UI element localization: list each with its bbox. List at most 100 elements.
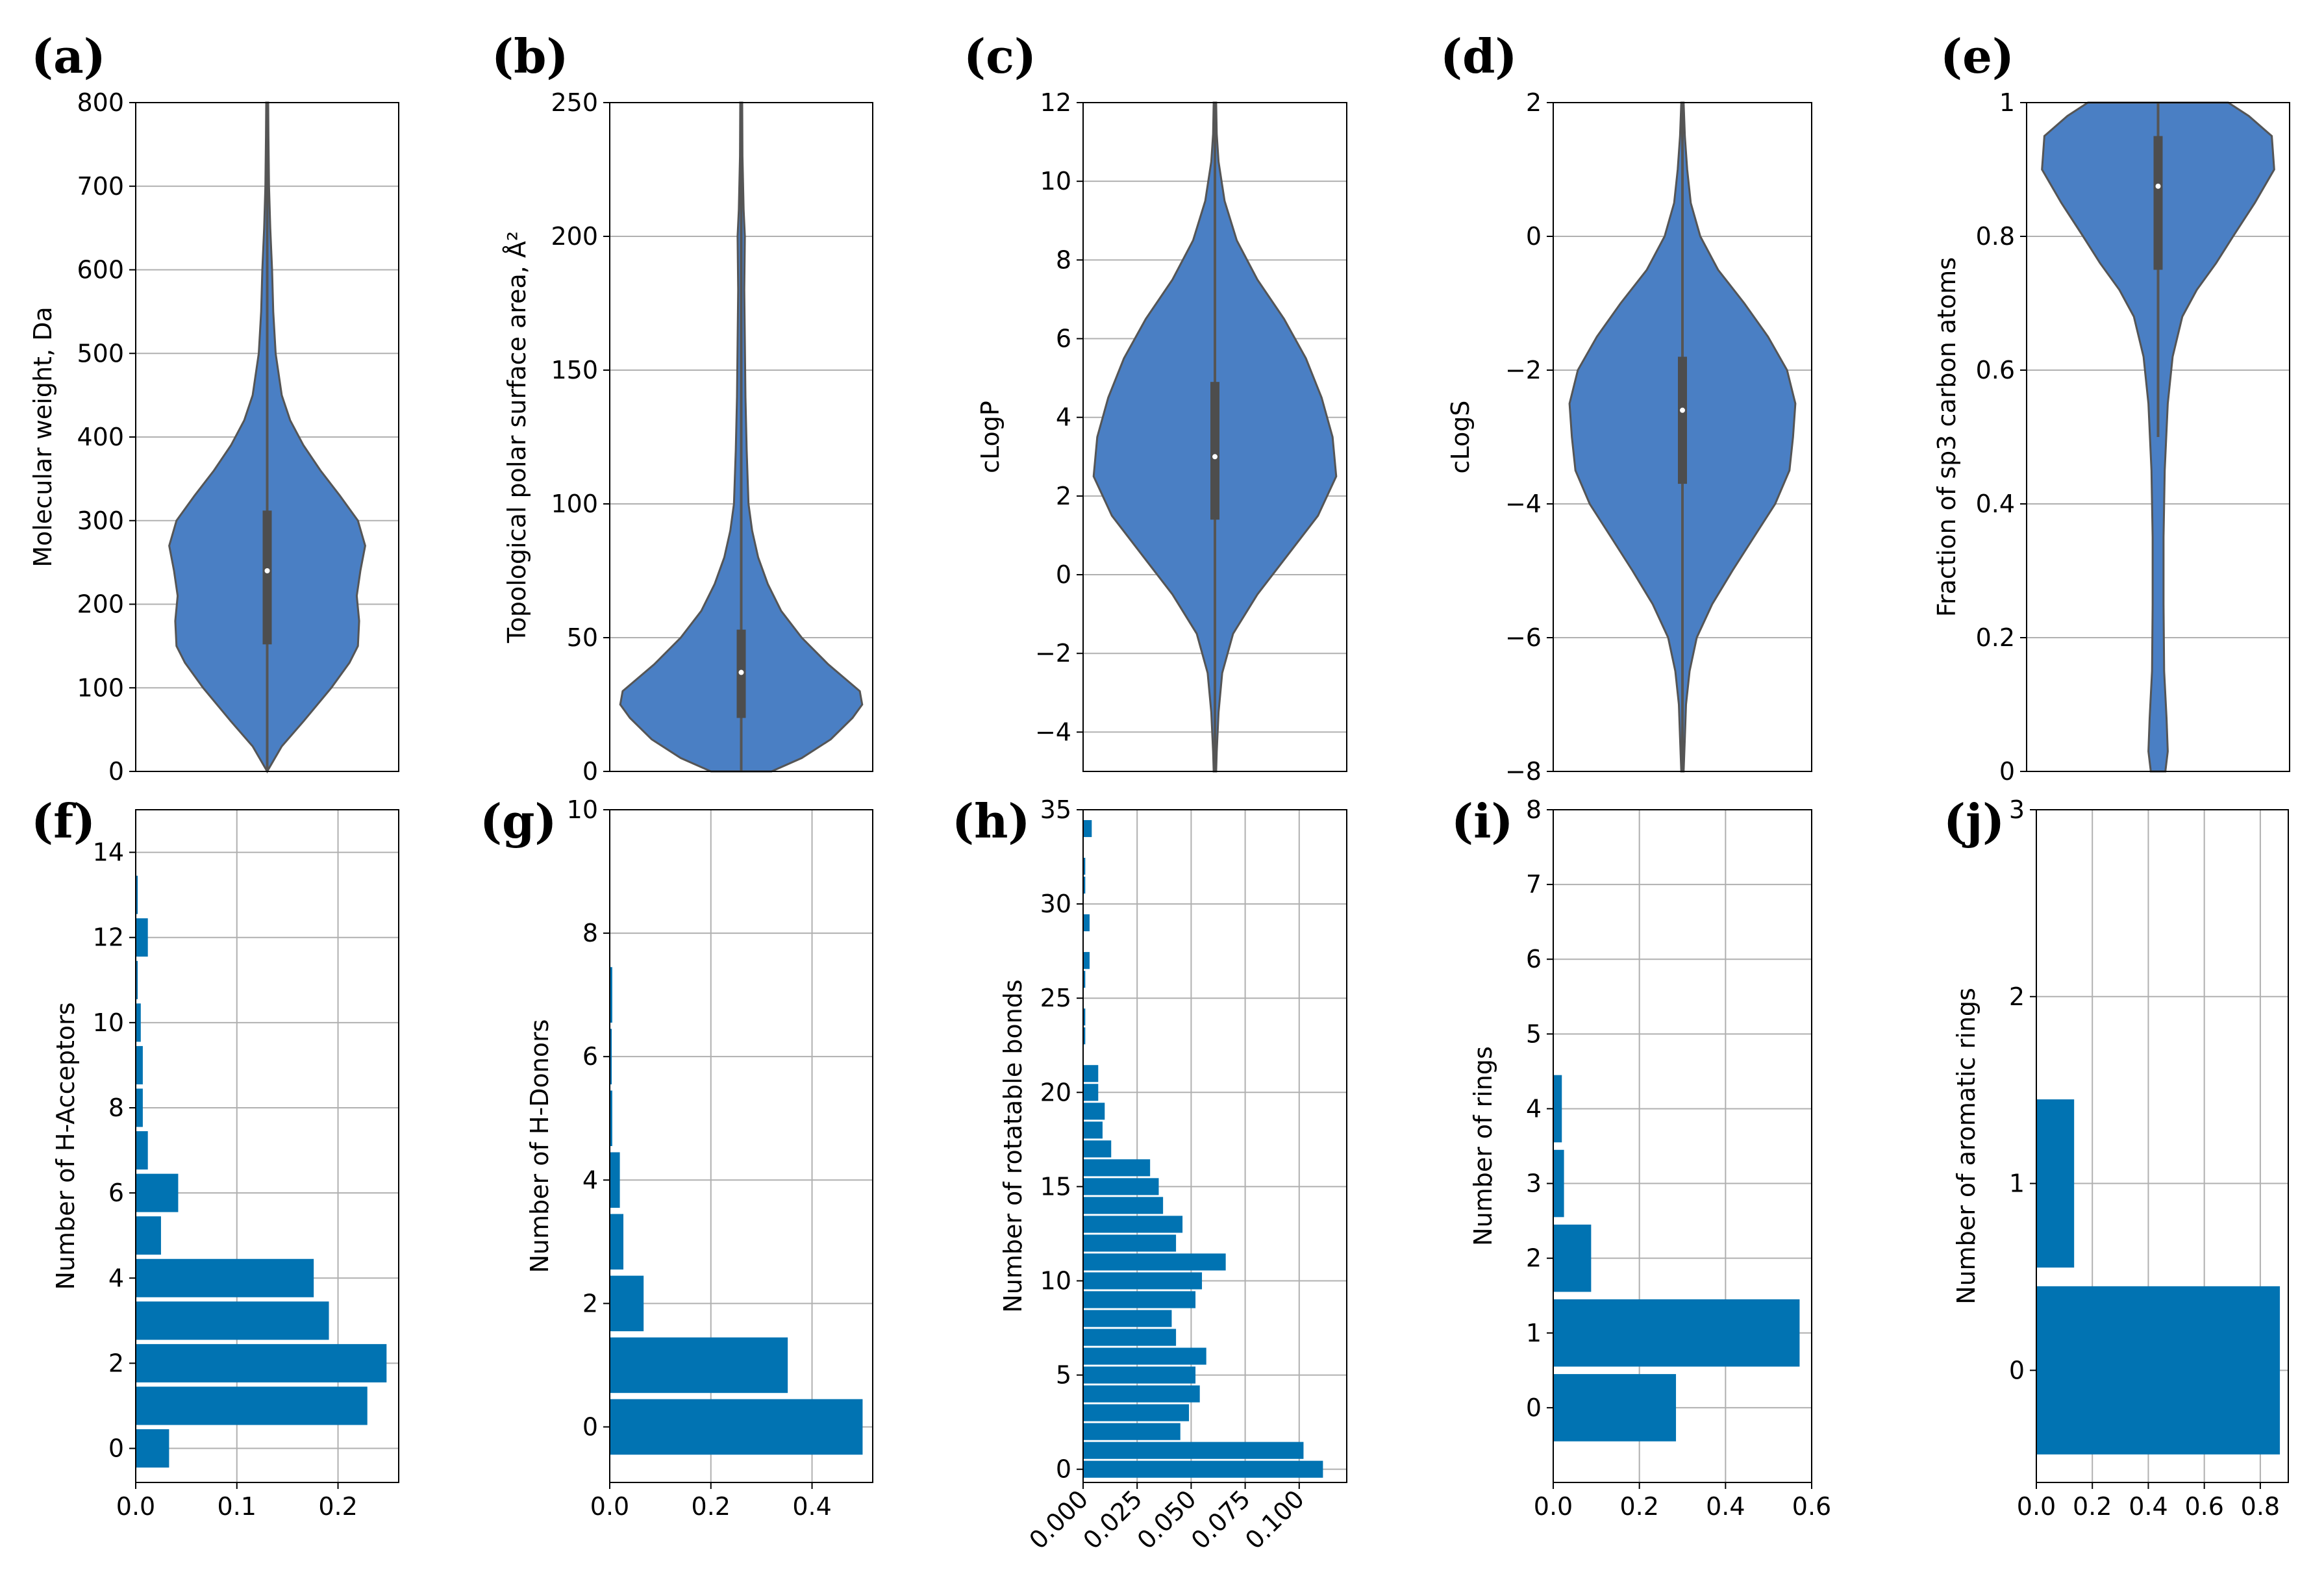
panel-d: (d) −8 −6 −4 −2 0 2 cLogS	[1440, 29, 1812, 786]
x-tick-label: 0.0	[1534, 1492, 1573, 1521]
bar	[2036, 1099, 2075, 1268]
y-tick-label: 0	[108, 757, 124, 786]
y-tick-label: 300	[77, 506, 124, 535]
bar	[136, 1258, 314, 1297]
bar	[610, 1337, 788, 1393]
bar	[1083, 1008, 1086, 1026]
y-tick-label: 0.4	[1976, 490, 2015, 518]
y-tick-label: 150	[551, 356, 598, 384]
plot-frame	[135, 102, 399, 772]
y-tick-label: 8	[1526, 795, 1542, 824]
y-tick-label: 2	[1526, 88, 1542, 117]
plot-frame	[1082, 809, 1347, 1483]
x-tick-label: 0.2	[318, 1492, 357, 1521]
panel-label: (b)	[492, 29, 568, 84]
x-tick-label: 0.8	[2241, 1492, 2280, 1521]
x-tick-label: 0.025	[1078, 1484, 1148, 1555]
bar	[136, 1088, 143, 1127]
violin-iqr-box	[1210, 382, 1219, 520]
y-tick-label: 50	[567, 623, 598, 652]
plot-frame	[1553, 102, 1812, 772]
bar	[1083, 1310, 1172, 1327]
bar	[1083, 1347, 1206, 1365]
bar	[136, 1429, 169, 1468]
y-tick-label: 35	[1040, 795, 1071, 824]
violin-iqr-box	[262, 510, 272, 645]
bar	[1083, 1027, 1086, 1045]
bar	[1083, 952, 1090, 969]
y-tick-label: −8	[1505, 757, 1542, 786]
plot-frame	[1553, 809, 1812, 1483]
bar	[136, 1216, 161, 1255]
y-tick-label: 12	[1040, 88, 1071, 117]
bar	[2036, 1286, 2280, 1455]
y-tick-label: 200	[77, 590, 124, 619]
y-tick-label: 20	[1040, 1078, 1071, 1106]
y-tick-label: 12	[93, 923, 124, 952]
panel-label: (c)	[964, 29, 1036, 84]
violin-iqr-box	[1678, 356, 1687, 484]
panel-label: (h)	[952, 794, 1030, 849]
panel-label: (a)	[31, 29, 106, 84]
y-tick-label: 2	[108, 1349, 124, 1377]
y-tick-label: 2	[2009, 982, 2025, 1011]
violin-median	[2155, 183, 2161, 189]
panel-a: (a) 0 100 200 300 400 500 600 700 800 Molecular we…	[29, 29, 399, 786]
y-tick-label: −2	[1035, 639, 1071, 668]
bar	[1553, 1224, 1592, 1292]
x-tick-label: 0.000	[1023, 1484, 1093, 1555]
y-tick-label: 250	[551, 88, 598, 117]
bar	[136, 960, 138, 999]
y-tick-label: 10	[1040, 167, 1071, 195]
y-tick-label: 4	[108, 1264, 124, 1292]
panel-b: (b) 0 50 100 150 200 250 Topological polar surf…	[492, 29, 873, 786]
y-tick-label: 5	[1056, 1361, 1071, 1390]
y-tick-label: 10	[567, 795, 598, 824]
y-tick-label: −4	[1035, 718, 1071, 746]
y-tick-label: −6	[1505, 623, 1542, 652]
y-tick-label: 600	[77, 256, 124, 284]
bar	[1083, 1460, 1323, 1478]
y-tick-label: −2	[1505, 356, 1542, 384]
panel-j: (j) 0 1 2 3 Number of aromatic rings 0.0 0.2 0.4…	[1943, 794, 2289, 1521]
bar	[1083, 877, 1086, 894]
panel-label: (i)	[1451, 794, 1513, 849]
plot-frame	[2026, 102, 2290, 772]
bar	[1083, 1121, 1103, 1139]
bar	[1083, 1140, 1112, 1158]
bar	[1083, 1065, 1099, 1082]
y-tick-label: −4	[1505, 490, 1542, 518]
y-tick-label: 15	[1040, 1172, 1071, 1201]
x-tick-label: 0.2	[1619, 1492, 1658, 1521]
y-axis-label: Number of aromatic rings	[1952, 988, 1980, 1305]
y-tick-label: 100	[77, 673, 124, 702]
panel-label: (e)	[1940, 29, 2014, 84]
panel-f: (f) 0 2 4 6 8 10 12 14 Number of H-Acceptors 0.0 0.…	[31, 794, 399, 1521]
y-tick-label: 7	[1526, 870, 1542, 899]
x-tick-label: 0.0	[2017, 1492, 2056, 1521]
panel-g: (g) 0 2 4 6 8 10 Number of H-Donors 0.0 0.2 0.4	[480, 794, 873, 1521]
y-tick-label: 8	[582, 919, 598, 947]
bar	[1083, 1216, 1183, 1233]
bar	[1083, 1234, 1177, 1252]
y-tick-label: 4	[1526, 1094, 1542, 1123]
x-tick-label: 0.050	[1132, 1484, 1202, 1555]
bar	[1083, 971, 1086, 988]
bar	[136, 1045, 143, 1084]
y-axis-label: Fraction of sp3 carbon atoms	[1932, 257, 1961, 617]
y-tick-label: 0.8	[1976, 222, 2015, 251]
y-tick-label: 0.2	[1976, 623, 2015, 652]
y-tick-label: 400	[77, 423, 124, 451]
panel-label: (g)	[480, 794, 556, 849]
bar	[1083, 914, 1090, 932]
y-tick-label: 10	[1040, 1266, 1071, 1295]
y-tick-label: 0	[1056, 560, 1071, 589]
bar	[610, 1152, 620, 1208]
x-tick-label: 0.6	[2184, 1492, 2223, 1521]
x-tick-label: 0.1	[218, 1492, 256, 1521]
x-tick-label: 0.075	[1186, 1484, 1256, 1555]
panel-label: (j)	[1943, 794, 2005, 849]
bar	[136, 1343, 387, 1382]
bar	[1083, 1385, 1200, 1403]
